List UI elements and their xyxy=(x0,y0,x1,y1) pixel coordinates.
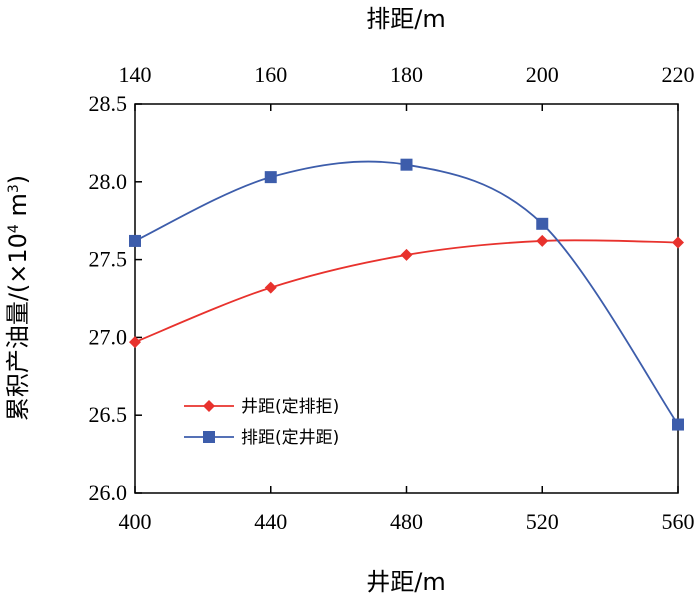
top-tick-label: 160 xyxy=(254,62,287,87)
y-axis-ticks: 26.0 26.5 27.0 27.5 28.0 28.5 xyxy=(89,91,142,505)
series-2 xyxy=(129,158,684,431)
data-point-diamond xyxy=(672,236,684,249)
legend-marker xyxy=(203,400,215,412)
bottom-axis-ticks: 400 440 480 520 560 xyxy=(119,486,695,534)
bottom-tick-label: 560 xyxy=(662,509,695,534)
series-1 xyxy=(129,234,684,349)
top-tick-label: 180 xyxy=(390,62,423,87)
bottom-tick-label: 440 xyxy=(254,509,287,534)
y-tick-label: 26.0 xyxy=(89,480,128,505)
data-point-diamond xyxy=(536,234,549,247)
y-tick-label: 27.0 xyxy=(89,324,128,349)
y-tick-label: 28.0 xyxy=(89,169,128,194)
legend-label: 排距(定井距) xyxy=(241,428,339,448)
top-tick-label: 140 xyxy=(119,62,152,87)
y-axis-title: 累积产油量/(×104 m3) xyxy=(4,175,32,421)
top-axis-ticks: 140 160 180 200 220 xyxy=(119,62,695,111)
legend-item: 井距(定排拒) xyxy=(184,397,339,417)
legend-marker xyxy=(203,431,215,443)
bottom-tick-label: 400 xyxy=(119,509,152,534)
series-line xyxy=(134,160,679,426)
data-point-square xyxy=(536,217,549,230)
series-layer xyxy=(129,158,684,431)
bottom-axis-title: 井距/m xyxy=(366,568,445,596)
data-point-diamond xyxy=(129,336,141,349)
y-tick-label: 28.5 xyxy=(89,91,128,116)
top-tick-label: 200 xyxy=(526,62,559,87)
data-point-diamond xyxy=(400,248,413,261)
data-point-square xyxy=(672,418,684,431)
legend: 井距(定排拒) 排距(定井距) xyxy=(184,397,339,448)
y-tick-label: 27.5 xyxy=(89,247,128,272)
data-point-square xyxy=(129,234,141,247)
legend-item: 排距(定井距) xyxy=(184,428,339,448)
bottom-tick-label: 520 xyxy=(526,509,559,534)
top-tick-label: 220 xyxy=(662,62,695,87)
data-point-square xyxy=(400,158,413,171)
y-tick-label: 26.5 xyxy=(89,402,128,427)
bottom-tick-label: 480 xyxy=(390,509,423,534)
legend-label: 井距(定排拒) xyxy=(241,397,339,417)
data-point-diamond xyxy=(264,281,277,294)
data-point-square xyxy=(264,171,277,184)
top-axis-title: 排距/m xyxy=(366,5,445,33)
